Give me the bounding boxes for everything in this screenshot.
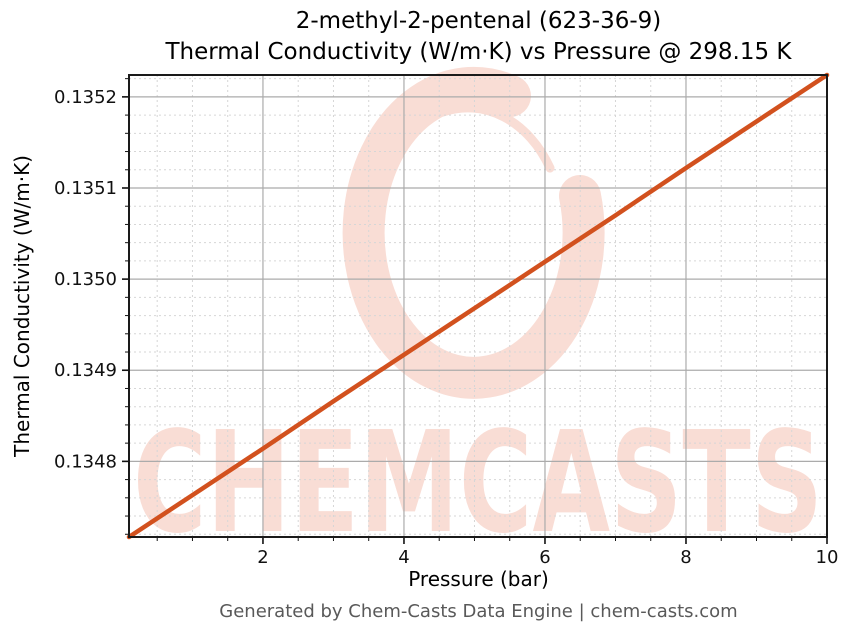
chemcasts-logo-watermark bbox=[342, 66, 605, 399]
y-axis-label-wrap: Thermal Conductivity (W/m·K) bbox=[2, 75, 42, 537]
x-tick-label: 10 bbox=[816, 547, 839, 568]
y-tick-label: 0.1348 bbox=[54, 451, 117, 472]
plot-border bbox=[128, 74, 828, 538]
y-tick-label: 0.1349 bbox=[54, 360, 117, 381]
data-line bbox=[126, 72, 830, 540]
x-tick-label: 8 bbox=[680, 547, 691, 568]
y-tick-labels: 0.1348 0.1349 0.1350 0.1351 0.1352 bbox=[54, 87, 117, 472]
footer-attribution: Generated by Chem-Casts Data Engine | ch… bbox=[219, 601, 738, 622]
watermark-layer: CHEMCASTS bbox=[133, 66, 823, 565]
x-tick-label: 6 bbox=[539, 547, 550, 568]
minor-gridlines bbox=[129, 75, 827, 537]
chemcasts-logo-inner-stroke bbox=[438, 103, 555, 173]
x-tick-labels: 2 4 6 8 10 bbox=[257, 547, 838, 568]
watermark-text: CHEMCASTS bbox=[133, 402, 823, 565]
chart-title: 2-methyl-2-pentenal (623-36-9) Thermal C… bbox=[100, 6, 856, 68]
y-tick-label: 0.1352 bbox=[54, 87, 117, 108]
y-axis-label: Thermal Conductivity (W/m·K) bbox=[10, 155, 34, 457]
x-tick-label: 4 bbox=[398, 547, 409, 568]
chart-title-line2: Thermal Conductivity (W/m·K) vs Pressure… bbox=[165, 39, 792, 65]
x-tick-label: 2 bbox=[257, 547, 268, 568]
x-axis-label: Pressure (bar) bbox=[408, 567, 549, 591]
y-tick-label: 0.1351 bbox=[54, 178, 117, 199]
chart-title-line1: 2-methyl-2-pentenal (623-36-9) bbox=[295, 8, 662, 34]
y-tick-label: 0.1350 bbox=[54, 269, 117, 290]
